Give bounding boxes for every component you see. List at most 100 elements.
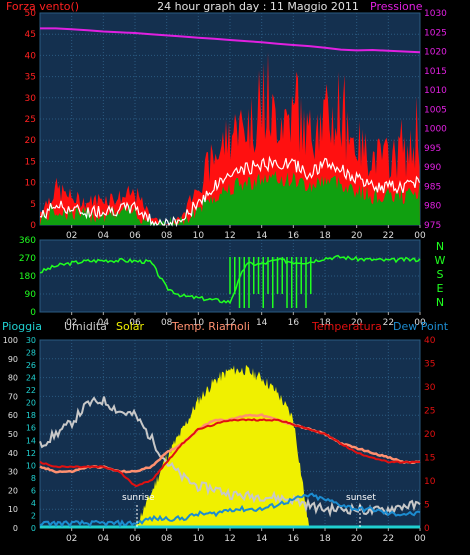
wind-direction-line xyxy=(39,254,421,305)
x-tick-label: 00 xyxy=(414,318,426,328)
rain-tick-label: 0 xyxy=(31,524,36,533)
temperature-tick-label: 35 xyxy=(424,360,435,370)
wind-tick-label: 15 xyxy=(25,157,36,167)
temp-hum-axis-ticks: 0102030405060708090100024681012141618202… xyxy=(3,336,436,534)
wind-tick-label: 25 xyxy=(25,115,36,125)
temperature-tick-label: 10 xyxy=(424,477,436,487)
wind-tick-label: 10 xyxy=(25,179,37,189)
humidity-line xyxy=(39,396,421,518)
pressure-tick-label: 1015 xyxy=(424,67,447,77)
rain-tick-label: 8 xyxy=(31,474,36,483)
x-tick-label: 08 xyxy=(161,318,173,328)
x-tick-label: 18 xyxy=(319,318,331,328)
x-tick-label: 12 xyxy=(224,318,235,328)
x-tick-label: 14 xyxy=(256,318,268,328)
wind-tick-label: 20 xyxy=(25,136,37,146)
humidity-tick-label: 40 xyxy=(8,449,18,458)
rain-tick-label: 6 xyxy=(31,486,36,495)
x-tick-label: 20 xyxy=(351,318,363,328)
legend-humidity: Umidita xyxy=(64,320,107,333)
rain-tick-label: 30 xyxy=(26,336,36,345)
graph-title: 24 hour graph day : 11 Maggio 2011 xyxy=(157,0,359,13)
temperature-tick-label: 0 xyxy=(424,524,430,534)
rain-tick-label: 26 xyxy=(26,361,36,370)
wind-tick-label: 50 xyxy=(25,9,37,19)
x-tick-label: 20 xyxy=(351,231,363,241)
direction-tick-label: 270 xyxy=(19,254,36,264)
sunset-label: sunset xyxy=(346,493,376,503)
dew-point-line xyxy=(39,492,421,528)
pressure-tick-label: 975 xyxy=(424,221,441,231)
temperature-tick-label: 5 xyxy=(424,501,430,511)
humidity-tick-label: 10 xyxy=(8,505,18,514)
x-tick-label: 08 xyxy=(161,534,173,544)
legend-temperature: Temperatura xyxy=(311,320,382,333)
humidity-tick-label: 50 xyxy=(8,430,18,439)
x-tick-label: 22 xyxy=(383,318,394,328)
humidity-tick-label: 100 xyxy=(3,336,18,345)
legend-dew-point: Dew Point xyxy=(393,320,449,333)
compass-label: S xyxy=(437,268,444,281)
x-tick-label: 06 xyxy=(129,231,141,241)
humidity-tick-label: 90 xyxy=(8,355,18,364)
compass-label: E xyxy=(437,282,444,295)
rain-tick-label: 18 xyxy=(26,411,36,420)
compass-label: N xyxy=(436,296,444,309)
rain-tick-label: 10 xyxy=(26,461,36,470)
legend-solar: Solar xyxy=(116,320,145,333)
temperature-tick-label: 25 xyxy=(424,407,435,417)
temp-hum-x-ticks: 02 04 06 08 10 12 14 16 18 20 22 00 xyxy=(66,528,426,544)
compass-label: N xyxy=(436,240,444,253)
pressure-tick-label: 1005 xyxy=(424,105,447,115)
pressure-axis-ticks: 975 980 985 990 995 1000 1005 1010 1015 1020 1025 1… xyxy=(424,9,447,231)
x-tick-label: 20 xyxy=(351,534,363,544)
x-tick-label: 14 xyxy=(256,534,268,544)
temperature-tick-label: 20 xyxy=(424,430,436,440)
wind-tick-label: 0 xyxy=(30,221,36,231)
wind-axis-title: Forza vento() xyxy=(6,0,79,13)
x-tick-label: 12 xyxy=(224,534,235,544)
solar-area xyxy=(40,364,420,528)
pressure-tick-label: 1020 xyxy=(424,48,447,58)
x-tick-label: 18 xyxy=(319,534,331,544)
rain-tick-label: 14 xyxy=(26,436,36,445)
direction-tick-label: 0 xyxy=(30,308,36,318)
humidity-tick-label: 60 xyxy=(8,411,18,420)
wind-tick-label: 30 xyxy=(25,94,37,104)
wind-axis-ticks: 0 5 10 15 20 25 30 35 40 45 50 xyxy=(25,9,37,231)
pressure-tick-label: 995 xyxy=(424,144,441,154)
pressure-tick-label: 990 xyxy=(424,163,441,173)
wind-series xyxy=(39,52,421,228)
x-tick-label: 02 xyxy=(66,231,77,241)
x-tick-label: 00 xyxy=(414,231,426,241)
temperature-line xyxy=(39,418,421,488)
pressure-tick-label: 1010 xyxy=(424,86,447,96)
direction-tick-label: 360 xyxy=(19,236,36,246)
x-tick-label: 02 xyxy=(66,318,77,328)
legend-rain: Pioggia xyxy=(2,320,42,333)
temperature-tick-label: 30 xyxy=(424,383,436,393)
x-tick-label: 16 xyxy=(288,231,300,241)
wind-tick-label: 40 xyxy=(25,51,37,61)
rain-tick-label: 4 xyxy=(31,499,36,508)
x-tick-label: 18 xyxy=(319,231,331,241)
wind-x-ticks: 02 04 06 08 10 12 14 16 18 20 22 00 xyxy=(66,225,426,241)
x-tick-label: 14 xyxy=(256,231,268,241)
legend-temp-riarnoli: Temp. Riarnoli xyxy=(171,320,250,333)
pressure-tick-label: 980 xyxy=(424,202,441,212)
x-tick-label: 02 xyxy=(66,534,77,544)
x-tick-label: 06 xyxy=(129,318,141,328)
wind-tick-label: 45 xyxy=(25,30,36,40)
rain-tick-label: 2 xyxy=(31,511,36,520)
x-tick-label: 04 xyxy=(98,231,110,241)
compass-label: W xyxy=(435,254,446,267)
humidity-tick-label: 80 xyxy=(8,374,18,383)
direction-tick-label: 180 xyxy=(19,272,36,282)
humidity-tick-label: 0 xyxy=(13,524,18,533)
humidity-tick-label: 30 xyxy=(8,468,18,477)
x-tick-label: 16 xyxy=(288,534,300,544)
pressure-axis-title: Pressione xyxy=(370,0,423,13)
x-tick-label: 22 xyxy=(383,231,394,241)
